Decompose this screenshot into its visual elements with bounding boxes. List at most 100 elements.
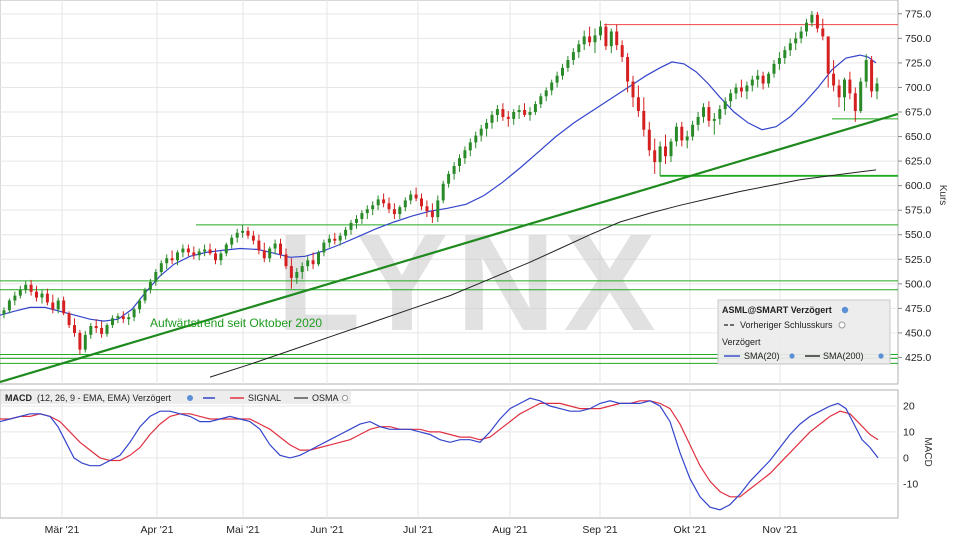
candle-up bbox=[230, 234, 234, 249]
candle-up bbox=[338, 232, 342, 246]
x-tick-label: Mai '21 bbox=[226, 524, 260, 536]
candle-up bbox=[398, 205, 402, 219]
legend-sma20-icon[interactable] bbox=[789, 353, 795, 359]
candle-body bbox=[154, 272, 158, 282]
candle-down bbox=[214, 248, 217, 265]
candle-up bbox=[143, 287, 147, 304]
candle-body bbox=[7, 300, 11, 311]
price-tick-label: 450.0 bbox=[905, 327, 931, 339]
candle-body bbox=[365, 209, 369, 214]
candle-down bbox=[826, 36, 830, 88]
macd-axis-label: MACD bbox=[922, 437, 933, 466]
candle-body bbox=[636, 97, 640, 111]
candle-down bbox=[121, 311, 125, 324]
osma-toggle-icon[interactable] bbox=[341, 394, 349, 402]
candle-up bbox=[463, 146, 467, 164]
legend-sma200-icon[interactable] bbox=[878, 353, 884, 359]
candle-up bbox=[441, 180, 445, 204]
candle-body bbox=[593, 35, 597, 43]
candle-body bbox=[550, 82, 554, 91]
candle-body bbox=[192, 252, 196, 256]
candle-body bbox=[284, 254, 288, 267]
candle-body bbox=[490, 114, 494, 123]
uptrend-line bbox=[0, 112, 899, 384]
candle-down bbox=[626, 53, 630, 93]
candle-down bbox=[289, 258, 293, 289]
candle-up bbox=[783, 46, 787, 64]
candle-up bbox=[300, 262, 304, 279]
candle-body bbox=[289, 266, 293, 278]
price-tick-label: 650.0 bbox=[905, 131, 931, 143]
candle-up bbox=[691, 120, 695, 141]
candle-body bbox=[143, 289, 147, 301]
candle-up bbox=[452, 162, 456, 180]
candle-body bbox=[176, 252, 179, 261]
candle-up bbox=[132, 307, 136, 322]
candle-up bbox=[349, 220, 353, 235]
candle-body bbox=[837, 85, 841, 98]
macd-grid bbox=[0, 390, 898, 518]
candle-body bbox=[566, 60, 570, 68]
legend-settings-icon[interactable] bbox=[841, 306, 849, 314]
macd-legend-params: (12, 26, 9 - EMA, EMA) Verzögert bbox=[37, 393, 172, 403]
candle-up bbox=[273, 239, 277, 255]
candle-up bbox=[805, 18, 808, 37]
candle-body bbox=[495, 109, 499, 115]
candle-down bbox=[100, 321, 104, 338]
candle-body bbox=[398, 207, 402, 215]
candle-body bbox=[555, 75, 559, 83]
legend-title: ASML@SMART Verzögert bbox=[722, 305, 832, 315]
candle-body bbox=[485, 122, 489, 129]
legend-sma20: SMA(20) bbox=[744, 351, 780, 361]
candle-body bbox=[181, 248, 185, 253]
candle-body bbox=[338, 235, 342, 241]
candle-up bbox=[83, 330, 87, 353]
candle-down bbox=[208, 243, 212, 256]
macd-settings-icon[interactable] bbox=[187, 395, 193, 401]
candle-body bbox=[653, 150, 657, 163]
candle-up bbox=[376, 195, 380, 211]
candle-down bbox=[192, 246, 196, 260]
candle-body bbox=[355, 219, 358, 223]
candle-up bbox=[148, 278, 152, 294]
candle-down bbox=[387, 197, 391, 214]
candle-up bbox=[712, 113, 716, 135]
candle-body bbox=[138, 300, 142, 310]
candle-body bbox=[544, 90, 548, 97]
candle-down bbox=[251, 230, 255, 245]
x-tick-label: Jul '21 bbox=[403, 524, 433, 536]
legend-toggle-icon[interactable] bbox=[838, 321, 846, 329]
candle-up bbox=[875, 77, 879, 100]
legend-prev-close: Vorheriger Schlusskurs bbox=[740, 320, 833, 330]
candle-body bbox=[235, 232, 239, 238]
candle-up bbox=[609, 28, 613, 54]
candle-body bbox=[327, 238, 331, 243]
candle-body bbox=[674, 126, 678, 142]
candle-down bbox=[821, 18, 825, 41]
candle-up bbox=[702, 103, 705, 123]
candle-body bbox=[197, 251, 201, 256]
candle-body bbox=[826, 36, 830, 74]
candle-down bbox=[631, 75, 635, 108]
candle-body bbox=[729, 93, 733, 102]
candle-down bbox=[73, 318, 76, 337]
candle-up bbox=[24, 280, 28, 294]
candle-body bbox=[794, 38, 798, 44]
candle-body bbox=[815, 14, 819, 29]
candle-down bbox=[615, 24, 619, 51]
candle-body bbox=[691, 124, 695, 137]
candle-body bbox=[501, 109, 505, 117]
candle-body bbox=[317, 252, 320, 265]
candle-body bbox=[620, 45, 624, 57]
candle-down bbox=[186, 244, 190, 257]
candle-up bbox=[566, 56, 570, 72]
price-tick-label: 675.0 bbox=[905, 107, 931, 119]
candle-down bbox=[94, 319, 98, 333]
candle-body bbox=[246, 230, 250, 236]
candle-body bbox=[360, 213, 364, 219]
candle-body bbox=[56, 300, 60, 310]
candle-body bbox=[848, 79, 852, 94]
candle-up bbox=[729, 89, 733, 108]
candle-up bbox=[550, 79, 554, 96]
candle-body bbox=[311, 260, 315, 265]
